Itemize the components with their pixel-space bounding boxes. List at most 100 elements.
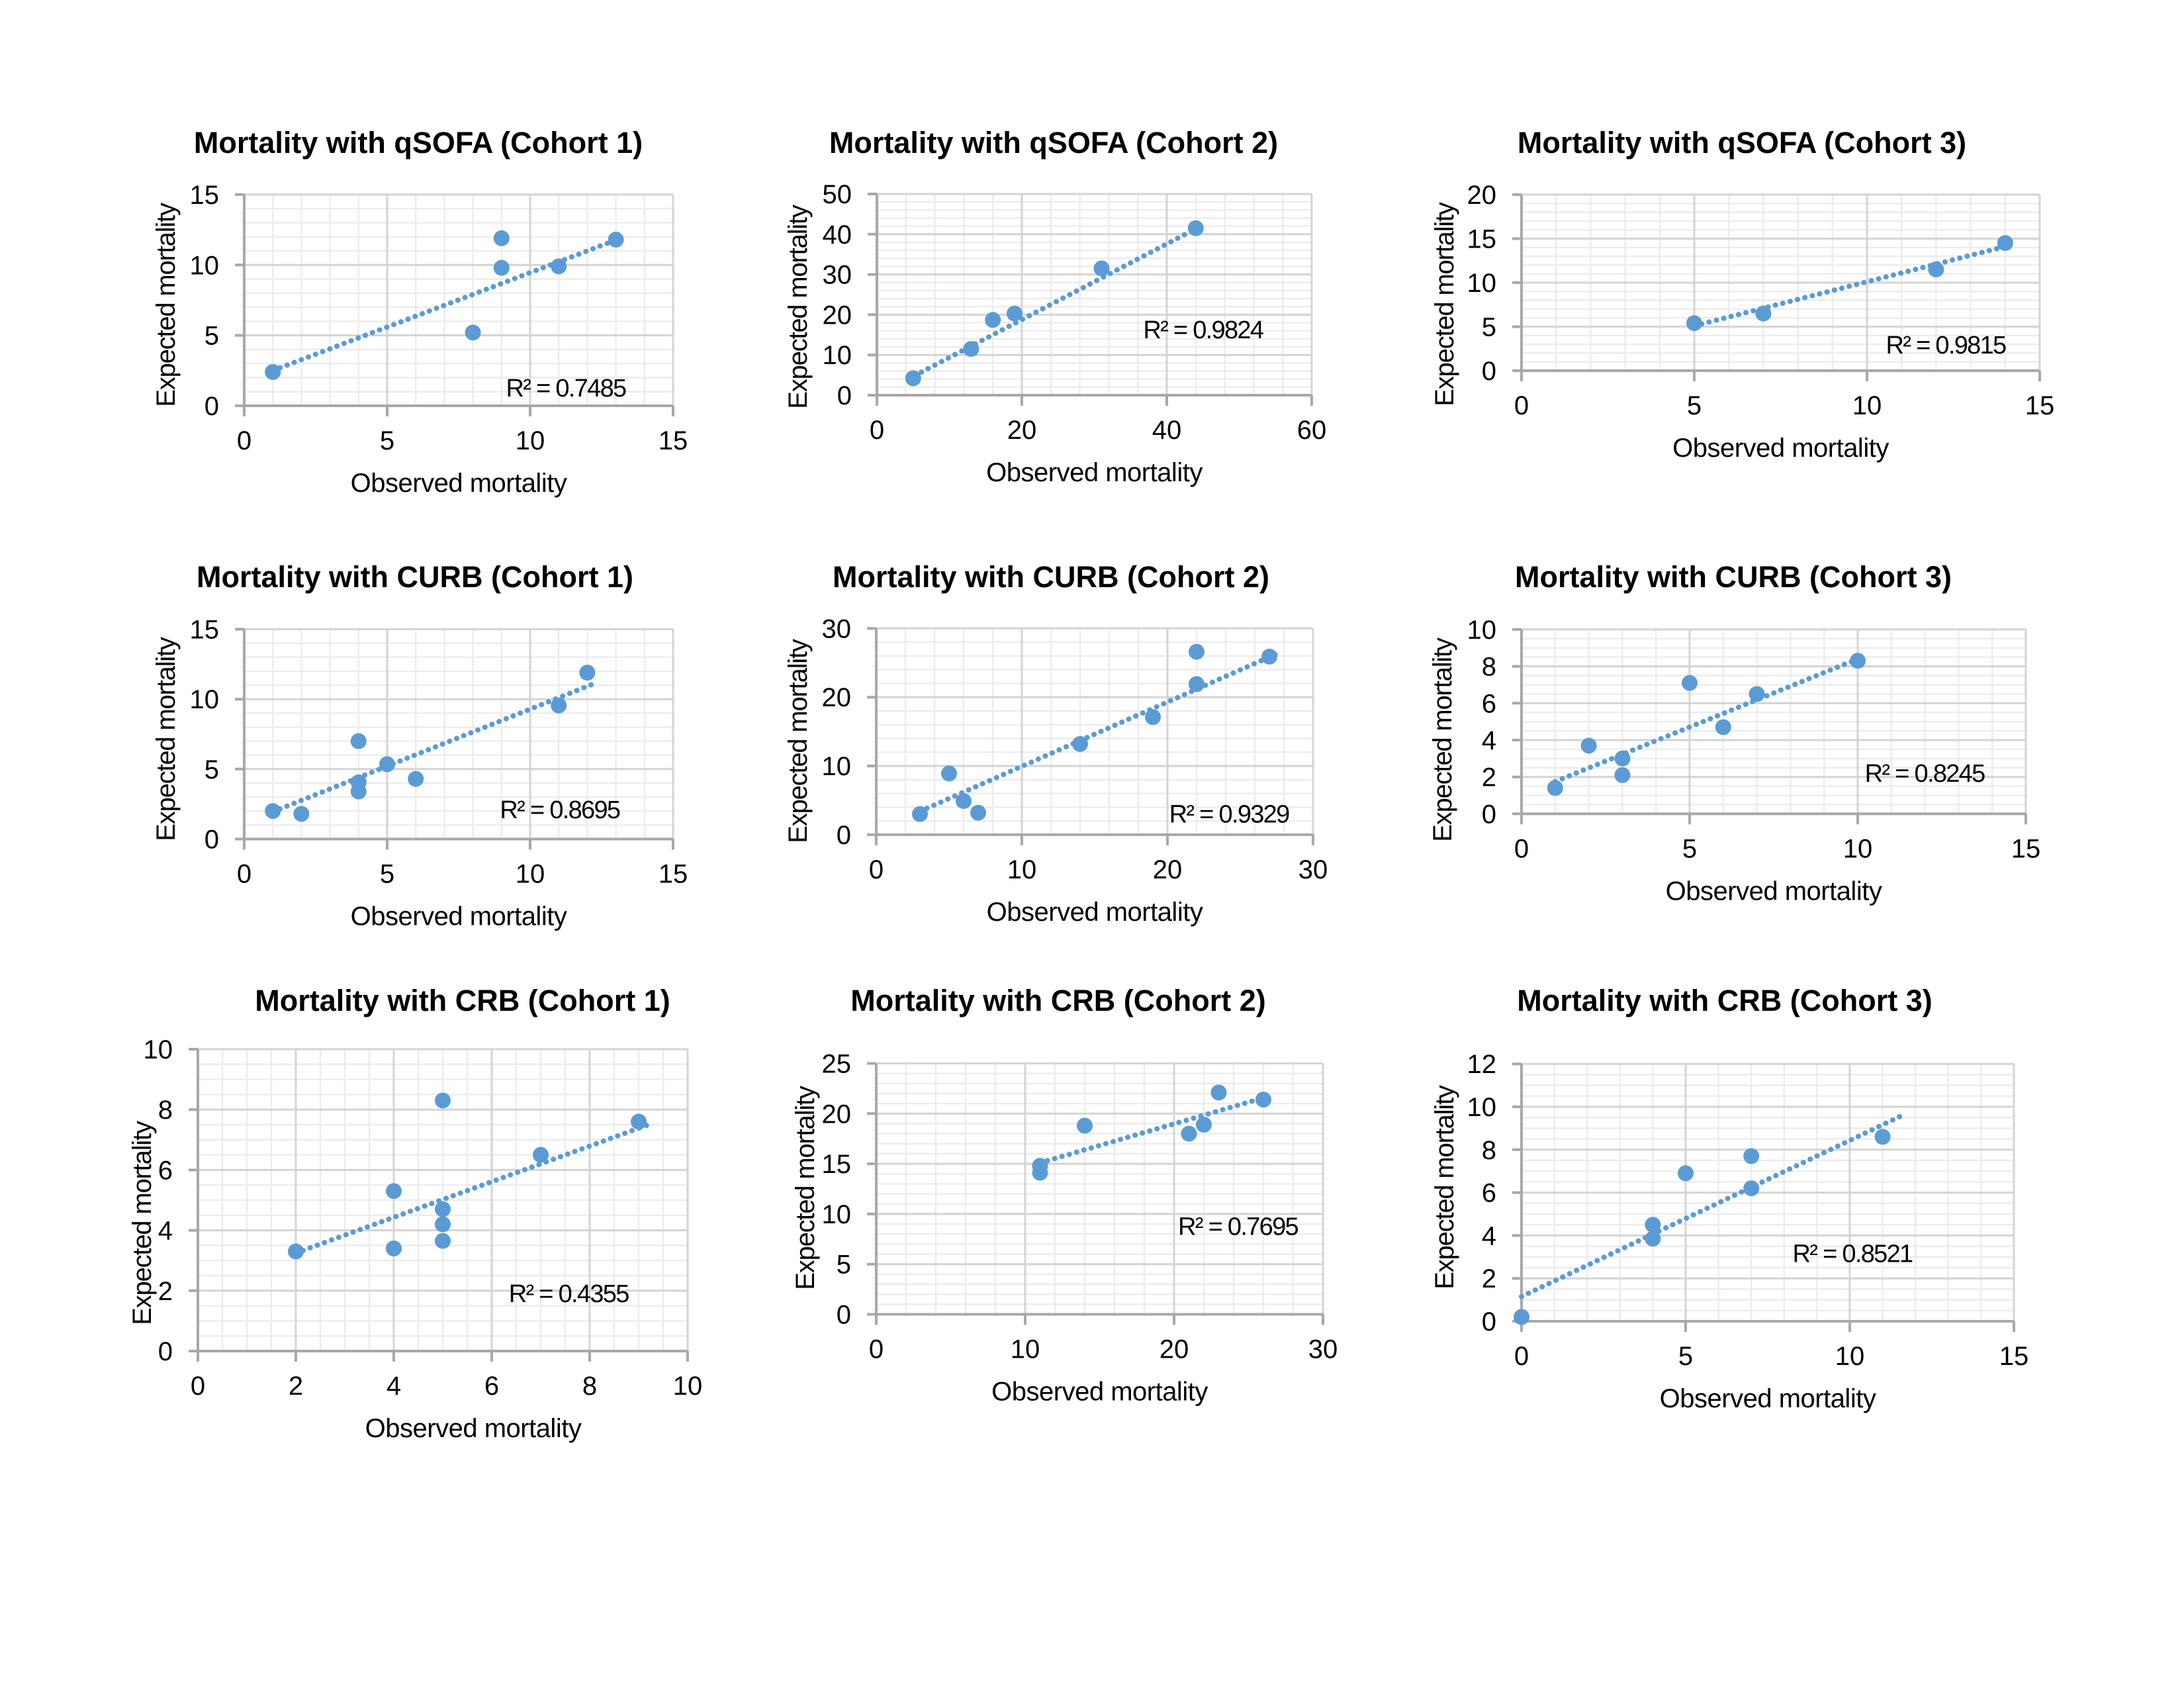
svg-text:4: 4 [1482,1221,1496,1250]
svg-text:40: 40 [823,220,852,250]
svg-text:R² = 0.7695: R² = 0.7695 [1178,1213,1298,1241]
svg-text:Observed mortality: Observed mortality [351,469,567,498]
svg-text:Expected mortality: Expected mortality [152,203,181,407]
svg-text:5: 5 [1482,313,1496,342]
svg-text:2: 2 [1482,1264,1496,1293]
svg-text:Mortality with CRB (Cohort 1): Mortality with CRB (Cohort 1) [255,984,670,1017]
svg-text:10: 10 [1467,269,1497,298]
svg-text:0: 0 [837,1301,851,1330]
svg-text:0: 0 [870,416,884,445]
svg-text:30: 30 [822,614,852,643]
svg-text:25: 25 [822,1050,852,1079]
svg-text:20: 20 [823,301,852,330]
svg-text:5: 5 [1687,391,1702,420]
svg-text:Mortality with CURB (Cohort 3): Mortality with CURB (Cohort 3) [1515,560,1952,594]
svg-text:0: 0 [1514,834,1529,863]
svg-text:8: 8 [1482,1136,1496,1165]
svg-text:8: 8 [582,1372,597,1401]
svg-text:30: 30 [1308,1335,1338,1364]
svg-text:0: 0 [1482,1307,1496,1336]
svg-text:Expected mortality: Expected mortality [1430,1085,1459,1289]
svg-text:Observed mortality: Observed mortality [1666,876,1882,906]
svg-text:R² = 0.9329: R² = 0.9329 [1169,801,1289,829]
svg-text:0: 0 [837,381,852,410]
svg-text:15: 15 [822,1150,852,1179]
svg-text:40: 40 [1152,416,1182,445]
svg-text:0: 0 [158,1337,173,1366]
svg-text:Mortality with CRB (Cohort 2): Mortality with CRB (Cohort 2) [850,984,1265,1017]
svg-text:Expected mortality: Expected mortality [791,1086,820,1290]
svg-text:15: 15 [659,860,688,889]
svg-text:4: 4 [387,1372,401,1401]
svg-text:8: 8 [158,1096,173,1125]
svg-text:0: 0 [205,392,219,421]
svg-text:2: 2 [1482,763,1496,792]
svg-text:0: 0 [1514,391,1529,420]
svg-text:0: 0 [191,1372,205,1401]
svg-text:Observed mortality: Observed mortality [365,1414,582,1443]
svg-text:Observed mortality: Observed mortality [987,898,1203,927]
svg-text:6: 6 [1482,1179,1496,1208]
svg-text:Expected mortality: Expected mortality [784,205,813,409]
svg-text:12: 12 [1467,1050,1497,1079]
svg-text:5: 5 [205,322,219,351]
svg-text:Mortality with CURB (Cohort 1): Mortality with CURB (Cohort 1) [197,560,633,594]
svg-text:15: 15 [2025,391,2055,420]
svg-text:5: 5 [205,755,219,784]
svg-text:Observed mortality: Observed mortality [1660,1384,1876,1413]
svg-text:0: 0 [837,821,851,850]
svg-text:6: 6 [484,1372,499,1401]
svg-text:Mortality with qSOFA (Cohort 1: Mortality with qSOFA (Cohort 1) [194,126,643,160]
svg-text:10: 10 [822,1200,852,1229]
svg-text:10: 10 [516,426,545,455]
svg-text:5: 5 [837,1250,851,1280]
svg-text:10: 10 [673,1372,703,1401]
svg-text:10: 10 [822,752,852,781]
svg-text:5: 5 [380,426,394,455]
svg-text:0: 0 [1514,1342,1529,1371]
svg-text:60: 60 [1297,416,1327,445]
svg-text:R² = 0.8521: R² = 0.8521 [1793,1241,1913,1268]
svg-text:2: 2 [289,1372,303,1401]
svg-text:Observed mortality: Observed mortality [351,902,567,931]
svg-text:8: 8 [1482,653,1496,682]
svg-text:R² = 0.7485: R² = 0.7485 [506,375,626,402]
svg-text:0: 0 [205,825,219,855]
svg-text:Observed mortality: Observed mortality [991,1378,1208,1407]
svg-text:0: 0 [1482,357,1496,386]
svg-text:5: 5 [1682,834,1697,863]
svg-text:15: 15 [190,181,220,210]
svg-text:10: 10 [823,341,852,370]
svg-text:Expected mortality: Expected mortality [128,1121,157,1325]
svg-text:6: 6 [1482,689,1496,718]
svg-text:0: 0 [869,855,884,884]
svg-text:15: 15 [2011,834,2041,863]
svg-text:4: 4 [158,1217,173,1246]
svg-text:R² = 0.8245: R² = 0.8245 [1865,760,1985,788]
svg-text:Observed mortality: Observed mortality [1672,434,1889,463]
svg-text:2: 2 [158,1277,173,1306]
svg-text:10: 10 [1852,391,1882,420]
svg-text:15: 15 [1467,225,1497,254]
svg-text:Expected mortality: Expected mortality [1428,637,1457,842]
svg-text:Mortality with CRB (Cohort 3): Mortality with CRB (Cohort 3) [1517,984,1932,1017]
svg-text:Expected mortality: Expected mortality [1430,202,1459,406]
svg-text:6: 6 [158,1156,173,1185]
svg-text:50: 50 [823,180,852,209]
svg-text:20: 20 [1160,1335,1189,1364]
svg-text:20: 20 [1153,855,1183,884]
svg-text:R² = 0.9824: R² = 0.9824 [1143,316,1263,344]
svg-text:10: 10 [190,251,220,280]
svg-text:15: 15 [659,426,688,455]
svg-text:20: 20 [822,1100,852,1129]
svg-text:4: 4 [1482,726,1496,755]
svg-text:20: 20 [1467,181,1497,210]
svg-text:Expected mortality: Expected mortality [784,639,813,843]
svg-text:5: 5 [380,860,394,889]
svg-text:0: 0 [869,1335,884,1364]
svg-text:10: 10 [1835,1342,1865,1371]
svg-text:10: 10 [144,1035,173,1064]
svg-text:5: 5 [1678,1342,1693,1371]
svg-text:Mortality with CURB (Cohort 2): Mortality with CURB (Cohort 2) [833,560,1269,594]
svg-text:30: 30 [1298,855,1328,884]
